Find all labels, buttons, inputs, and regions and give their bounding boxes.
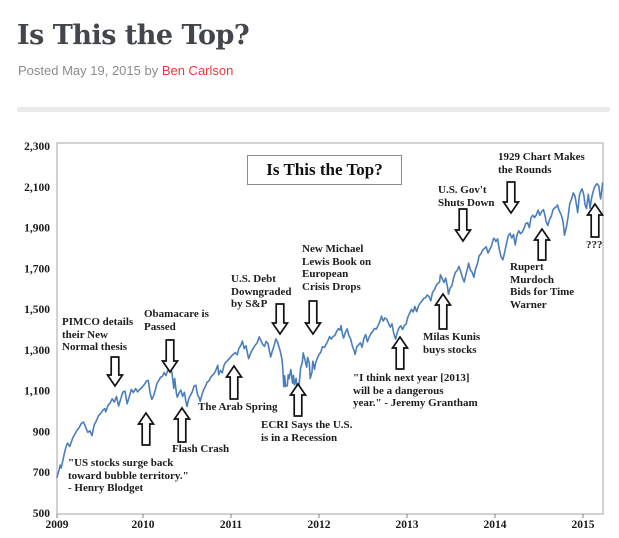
up-block-arrow: [390, 335, 410, 370]
author-link[interactable]: Ben Carlson: [161, 63, 234, 78]
up-block-arrow: [136, 411, 156, 446]
page-title: Is This the Top?: [17, 20, 250, 51]
x-tick-label: 2010: [132, 519, 155, 531]
x-tick-label: 2011: [220, 519, 243, 531]
y-tick-label: 2,300: [24, 141, 50, 153]
y-tick-label: 500: [33, 508, 51, 520]
down-block-arrow: [160, 339, 180, 374]
y-tick-label: 1,500: [24, 304, 50, 316]
annotation-label: "US stocks surge back toward bubble terr…: [68, 457, 189, 494]
down-block-arrow: [501, 181, 521, 215]
y-tick-label: 1,700: [24, 263, 50, 275]
annotation-label: ECRI Says the U.S. is in a Recession: [261, 419, 353, 444]
y-tick-label: 700: [33, 467, 51, 479]
up-block-arrow: [532, 227, 552, 261]
content-divider: [17, 107, 610, 112]
up-block-arrow: [288, 382, 308, 417]
chart-canvas: 2009 2010 2011 2012 2013 2014 2015 500 700 900 1,1…: [24, 141, 605, 531]
annotation-label: "I think next year [2013] will be a dang…: [353, 372, 478, 409]
byline: Posted May 19, 2015 by Ben Carlson: [18, 63, 233, 78]
annotation-label: Milas Kunis buys stocks: [423, 331, 481, 356]
sp500-price-line: [56, 182, 604, 478]
annotation-label: ???: [586, 239, 603, 251]
annotation-label: U.S. Debt Downgraded by S&P: [231, 273, 292, 310]
y-tick-label: 1,100: [24, 386, 50, 398]
annotation-label: The Arab Spring: [198, 401, 278, 413]
y-tick-label: 1,900: [24, 223, 50, 235]
up-block-arrow: [585, 202, 605, 238]
annotation-label: New Michael Lewis Book on European Crisi…: [302, 243, 372, 293]
x-tick-label: 2012: [308, 519, 331, 531]
y-tick-label: 2,100: [24, 182, 50, 194]
annotation-label: U.S. Gov't Shuts Down: [438, 184, 495, 209]
down-block-arrow: [453, 208, 473, 243]
y-tick-label: 900: [33, 426, 51, 438]
up-block-arrow: [172, 406, 192, 443]
chart-title: Is This the Top?: [247, 155, 402, 185]
annotation-label: 1929 Chart Makes the Rounds: [498, 151, 585, 176]
x-tick-label: 2014: [484, 519, 507, 531]
x-tick-label: 2013: [396, 519, 419, 531]
sp500-annotated-chart: 2009 2010 2011 2012 2013 2014 2015 500 700 900 1,1…: [0, 113, 619, 538]
annotation-label: Rupert Murdoch Bids for Time Warner: [510, 261, 575, 311]
annotation-label: Flash Crash: [172, 443, 230, 455]
annotation-label: Obamacare is Passed: [144, 308, 209, 333]
up-block-arrow: [224, 364, 244, 400]
x-tick-label: 2009: [46, 519, 69, 531]
up-block-arrow: [433, 292, 453, 330]
annotation-label: PIMCO details their New Normal thesis: [62, 316, 134, 353]
down-block-arrow: [303, 300, 323, 336]
x-tick-label: 2015: [572, 519, 595, 531]
y-tick-label: 1,300: [24, 345, 50, 357]
down-block-arrow: [270, 303, 290, 336]
byline-text: Posted May 19, 2015 by: [18, 63, 162, 78]
down-block-arrow: [105, 356, 125, 388]
plot-border: [56, 142, 604, 515]
